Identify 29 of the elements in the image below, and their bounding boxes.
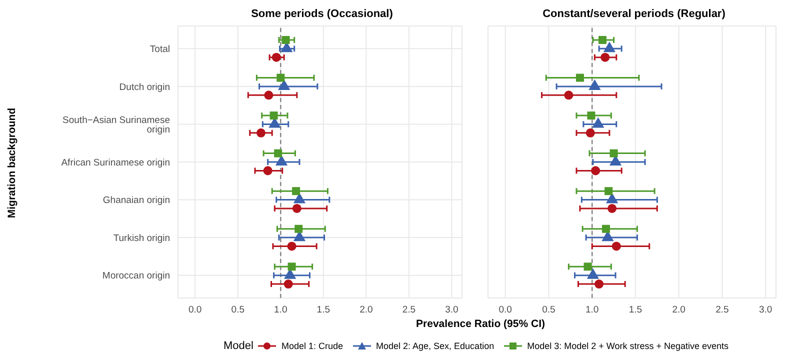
y-tick-label: African Surinamese origin	[61, 157, 170, 168]
y-tick-label: Turkish origin	[113, 232, 170, 244]
x-tick-label: 0.0	[188, 304, 202, 316]
x-axis-title: Prevalence Ratio (95% CI)	[415, 318, 546, 330]
chart-title: Constant/several periods (Regular)	[542, 8, 726, 22]
x-tick-label: 2.5	[716, 304, 729, 316]
y-tick-label: Moroccan origin	[102, 270, 170, 282]
chart-title: Some periods (Occasional)	[250, 8, 394, 22]
x-tick-label: 2.0	[672, 304, 686, 316]
y-tick-label: Dutch origin	[119, 82, 170, 93]
x-tick-label: 0.0	[498, 304, 512, 316]
legend-label: Model 3: Model 2 + Work stress + Negative events	[526, 340, 729, 352]
y-axis-title: Migration background	[6, 108, 18, 218]
x-tick-label: 3.0	[445, 304, 458, 316]
x-tick-label: 3.0	[758, 304, 772, 316]
x-tick-label: 2.0	[360, 304, 373, 316]
y-tick-label: Total	[150, 44, 170, 56]
y-tick-label: Ghanaian origin	[102, 195, 170, 206]
legend-label: Model 2: Age, Sex, Education	[375, 340, 494, 352]
x-tick-label: 1.0	[585, 304, 599, 316]
x-tick-label: 1.5	[628, 304, 642, 316]
legend-title: Model	[223, 340, 254, 352]
x-tick-label: 0.5	[542, 304, 556, 316]
x-tick-label: 1.5	[316, 304, 330, 316]
x-tick-label: 2.5	[402, 304, 416, 316]
y-tick-label: South−Asian Surinamese origin	[62, 114, 170, 136]
legend-label: Model 1: Crude	[280, 340, 343, 352]
x-tick-label: 0.5	[231, 304, 244, 316]
x-tick-label: 1.0	[274, 304, 288, 316]
